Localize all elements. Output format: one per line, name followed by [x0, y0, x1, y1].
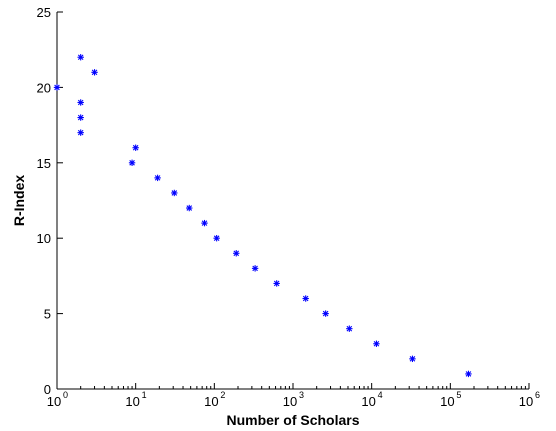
- x-axis-title: Number of Scholars: [226, 412, 359, 428]
- data-point: [154, 174, 161, 182]
- data-point: [465, 370, 472, 378]
- data-point: [77, 114, 84, 121]
- y-tick-label: 5: [44, 307, 51, 322]
- x-axis-ticks: 10 0 10 1 10 2 10 3 10 4 10 5 10 6: [47, 383, 540, 409]
- x-tick-exponent: 0: [63, 390, 68, 400]
- data-point: [233, 250, 240, 257]
- data-point: [77, 54, 84, 61]
- x-tick-label: 10: [47, 394, 61, 409]
- y-axis-title: R-Index: [11, 175, 27, 227]
- data-point: [273, 280, 280, 287]
- x-tick-label: 10: [361, 394, 375, 409]
- data-point: [77, 99, 84, 106]
- data-points: [53, 54, 472, 378]
- data-point: [251, 265, 259, 272]
- data-point: [132, 144, 139, 151]
- data-point: [346, 325, 353, 332]
- x-tick-exponent: 2: [220, 390, 225, 400]
- x-tick-label: 10: [519, 394, 533, 409]
- axes: [56, 12, 529, 390]
- x-tick-exponent: 5: [456, 390, 461, 400]
- data-point: [302, 295, 309, 302]
- x-tick-label: 10: [440, 394, 454, 409]
- y-tick-label: 25: [37, 5, 51, 20]
- x-tick-label: 10: [204, 394, 218, 409]
- data-point: [77, 129, 84, 136]
- y-tick-label: 15: [37, 156, 51, 171]
- data-point: [91, 69, 98, 76]
- x-tick-label: 10: [283, 394, 297, 409]
- data-point: [128, 159, 136, 166]
- x-tick-exponent: 4: [378, 390, 383, 400]
- data-point: [53, 84, 61, 91]
- y-tick-label: 0: [44, 382, 51, 397]
- x-tick-exponent: 6: [535, 390, 540, 400]
- data-point: [171, 189, 178, 197]
- data-point: [322, 310, 329, 317]
- x-tick-exponent: 3: [299, 390, 304, 400]
- data-point: [373, 340, 380, 347]
- y-tick-label: 20: [37, 80, 51, 95]
- data-point: [201, 219, 208, 227]
- x-tick-exponent: 1: [142, 390, 147, 400]
- x-tick-label: 10: [125, 394, 139, 409]
- data-point: [409, 355, 416, 363]
- y-axis-ticks: 0 5 10 15 20 25: [37, 5, 63, 397]
- data-point: [213, 235, 220, 242]
- data-point: [186, 204, 193, 212]
- y-tick-label: 10: [37, 231, 51, 246]
